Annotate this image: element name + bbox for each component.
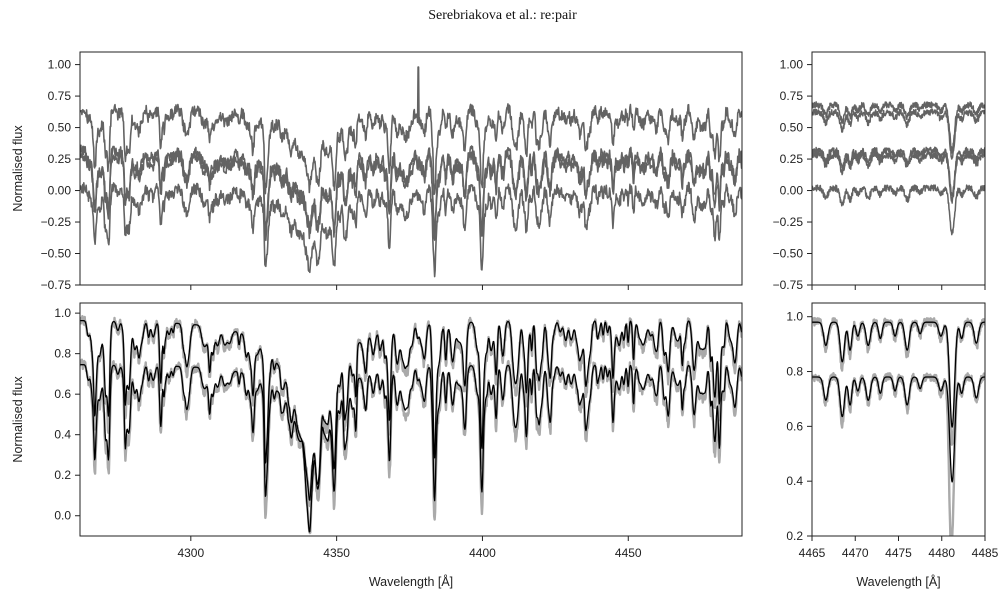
- model-spectrum-line: [80, 319, 742, 533]
- y-tick-label: 0.6: [54, 387, 71, 401]
- x-axis-label: Wavelength [Å]: [369, 574, 453, 589]
- y-tick-label: 0.75: [48, 89, 72, 103]
- x-tick-label: 4475: [885, 546, 912, 560]
- y-tick-label: 0.4: [54, 428, 71, 442]
- x-tick-label: 4465: [799, 546, 826, 560]
- y-tick-label: 0.8: [786, 365, 803, 379]
- observed-spectrum-line: [812, 184, 985, 236]
- y-tick-label: 0.8: [54, 347, 71, 361]
- axes-frame: [811, 51, 986, 286]
- y-tick-label: 0.50: [48, 121, 72, 135]
- y-tick-label: 1.0: [786, 310, 803, 324]
- y-axis-label: Normalised flux: [11, 125, 25, 212]
- y-tick-label: 1.0: [54, 306, 71, 320]
- y-tick-label: −0.50: [773, 247, 804, 261]
- x-tick-label: 4470: [842, 546, 869, 560]
- panel-bottom-left-spectrum: 0.0 0.2 0.4 0.6 0.8 1.0 4300 4350 4400 4450 Normal…: [11, 302, 743, 589]
- y-tick-label: 0.75: [780, 89, 804, 103]
- x-tick-label: 4350: [323, 546, 350, 560]
- observed-spectrum-line: [812, 101, 985, 154]
- y-tick-label: −0.25: [41, 215, 72, 229]
- x-axis-label: Wavelength [Å]: [856, 574, 940, 589]
- observed-spectrum-line: [80, 315, 742, 535]
- y-tick-label: 0.0: [54, 509, 71, 523]
- y-tick-label: 0.25: [48, 152, 72, 166]
- axes-frame: [79, 51, 743, 286]
- x-tick-label: 4480: [928, 546, 955, 560]
- y-tick-label: 0.2: [54, 468, 71, 482]
- panel-bottom-right-spectrum: 0.2 0.4 0.6 0.8 1.0 4465 4470 4475 4480 4485 Wavel…: [786, 302, 999, 589]
- y-tick-label: 0.6: [786, 419, 803, 433]
- y-tick-label: 0.4: [786, 474, 803, 488]
- y-tick-label: 0.2: [786, 529, 803, 543]
- y-tick-label: 0.50: [780, 121, 804, 135]
- y-tick-label: −0.75: [773, 278, 804, 292]
- observed-spectrum-line: [80, 66, 742, 196]
- model-spectrum-line: [80, 364, 742, 502]
- y-tick-label: 0.00: [780, 184, 804, 198]
- y-tick-label: −0.25: [773, 215, 804, 229]
- y-tick-label: 0.00: [48, 184, 72, 198]
- panel-top-left-spectrum: −0.75 −0.50 −0.25 0.00 0.25 0.50 0.75 1.00 Norma…: [11, 51, 743, 292]
- observed-spectrum-line: [812, 108, 985, 160]
- y-tick-label: 1.00: [48, 58, 72, 72]
- x-tick-label: 4300: [177, 546, 204, 560]
- x-tick-label: 4450: [615, 546, 642, 560]
- x-tick-label: 4400: [469, 546, 496, 560]
- observed-spectrum-line: [80, 181, 742, 278]
- observed-spectrum-line: [812, 151, 985, 204]
- running-title: Serebriakova et al.: re:pair: [428, 8, 577, 23]
- panel-top-right-spectrum: −0.75 −0.50 −0.25 0.00 0.25 0.50 0.75 1.00: [773, 51, 986, 292]
- model-spectrum-line: [812, 376, 985, 483]
- y-tick-label: 1.00: [780, 58, 804, 72]
- x-tick-label: 4485: [972, 546, 999, 560]
- y-axis-label: Normalised flux: [11, 376, 25, 463]
- axes-frame: [811, 302, 986, 537]
- y-tick-label: −0.50: [41, 247, 72, 261]
- model-spectrum-line: [812, 321, 985, 428]
- y-tick-label: −0.75: [41, 278, 72, 292]
- y-tick-label: 0.25: [780, 152, 804, 166]
- observed-spectrum-line: [80, 358, 742, 521]
- observed-spectrum-line: [80, 150, 742, 242]
- observed-spectrum-line: [812, 372, 985, 536]
- axes-frame: [79, 302, 743, 537]
